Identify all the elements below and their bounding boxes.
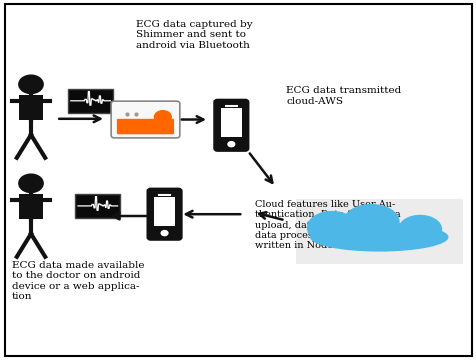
Circle shape [19, 75, 43, 94]
Text: Cloud features like User Au-
thentication, Data Sync, Data
upload, data download: Cloud features like User Au- thenticatio… [255, 200, 400, 251]
FancyBboxPatch shape [214, 100, 248, 150]
Ellipse shape [306, 211, 357, 244]
Bar [68, 89, 113, 113]
Bar [154, 197, 175, 226]
FancyBboxPatch shape [117, 119, 174, 134]
Bar [75, 194, 120, 218]
Circle shape [228, 141, 234, 147]
FancyBboxPatch shape [111, 101, 179, 138]
Ellipse shape [342, 204, 399, 240]
Bar [295, 199, 462, 264]
Circle shape [161, 230, 168, 236]
Text: ECG data transmitted
cloud-AWS: ECG data transmitted cloud-AWS [286, 86, 401, 106]
Circle shape [19, 174, 43, 193]
Bar [220, 108, 241, 137]
Text: ECG data captured by
Shimmer and sent to
android via Bluetooth: ECG data captured by Shimmer and sent to… [136, 20, 252, 50]
Ellipse shape [397, 215, 441, 244]
FancyBboxPatch shape [19, 95, 43, 120]
FancyBboxPatch shape [148, 189, 181, 239]
FancyBboxPatch shape [19, 194, 43, 219]
Circle shape [154, 111, 171, 123]
Ellipse shape [309, 222, 447, 252]
Text: ECG data made available
to the doctor on android
device or a web applica-
tion: ECG data made available to the doctor on… [12, 261, 144, 301]
